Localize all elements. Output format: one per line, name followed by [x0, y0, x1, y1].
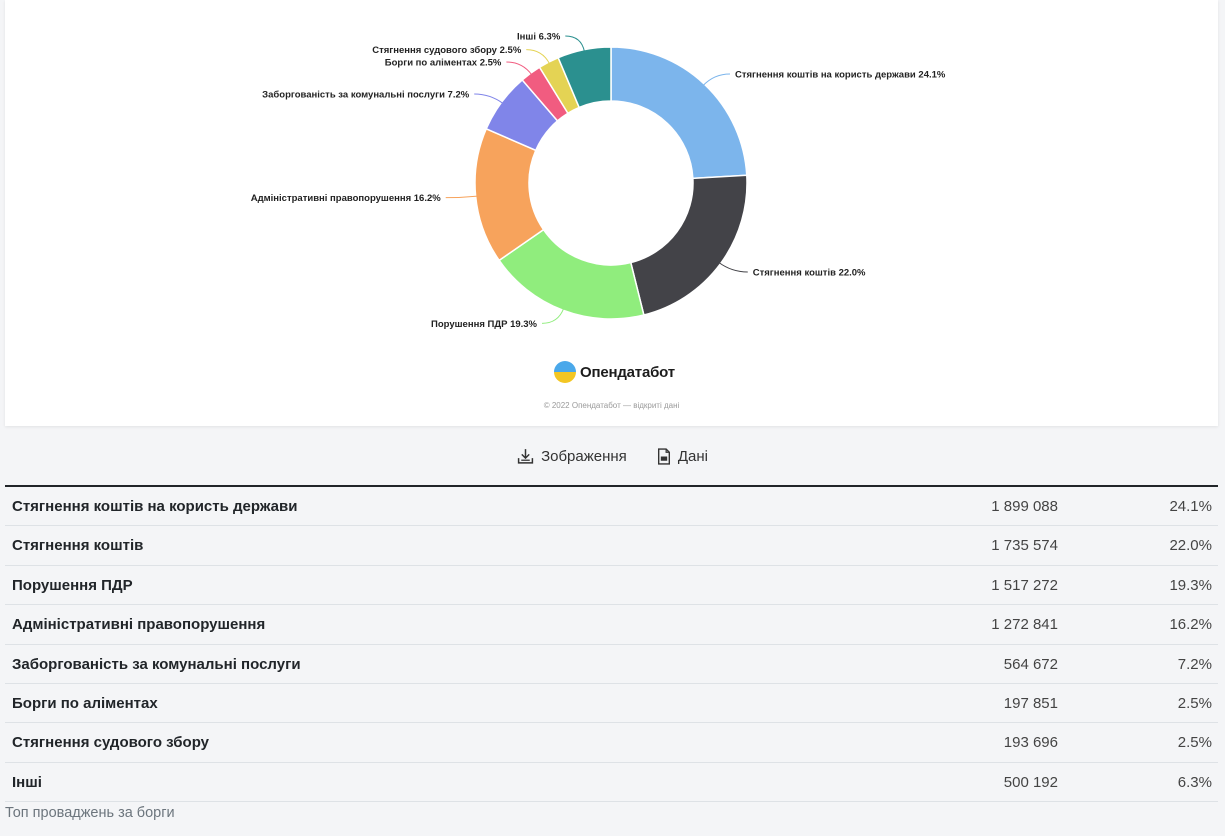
brand-name: Опендатабот: [580, 363, 675, 381]
table-row: Інші 500 192 6.3%: [5, 763, 1218, 803]
row-name: Стягнення судового збору: [12, 734, 209, 752]
download-data-button[interactable]: Дані: [657, 448, 708, 465]
slice-label: Борги по аліментах 2.5%: [385, 57, 502, 68]
data-table: Стягнення коштів на користь держави 1 89…: [5, 485, 1218, 803]
table-row: Стягнення коштів 1 735 574 22.0%: [5, 526, 1218, 566]
row-name: Стягнення коштів на користь держави: [12, 498, 298, 515]
table-row: Стягнення коштів на користь держави 1 89…: [5, 487, 1218, 527]
row-name: Стягнення коштів: [12, 537, 144, 555]
download-data-label: Дані: [677, 447, 708, 465]
donut-slice[interactable]: [610, 46, 748, 180]
download-image-label: Зображення: [541, 447, 627, 465]
table-row: Порушення ПДР 1 517 272 19.3%: [5, 566, 1218, 606]
row-percent: 24.1%: [1169, 498, 1212, 515]
table-row: Адміністративні правопорушення 1 272 841…: [5, 605, 1218, 645]
row-percent: 6.3%: [1177, 773, 1212, 791]
slice-connector: [506, 61, 533, 76]
slice-label: Стягнення судового збору 2.5%: [372, 45, 522, 56]
row-name: Борги по аліментах: [12, 694, 158, 712]
opendatabot-logo-icon: [554, 361, 576, 383]
row-count: 193 696: [1003, 734, 1058, 752]
table-row: Борги по аліментах 197 851 2.5%: [5, 684, 1218, 724]
row-name: Порушення ПДР: [12, 576, 133, 594]
csv-file-icon: [657, 447, 670, 465]
slice-connector: [565, 35, 585, 52]
slice-label: Стягнення коштів 22.0%: [753, 267, 866, 278]
donut-slice[interactable]: [557, 46, 612, 109]
download-icon: [517, 448, 534, 464]
row-percent: 19.3%: [1169, 576, 1212, 594]
table-caption: Топ проваджень за борги: [5, 805, 175, 821]
slice-connector: [445, 195, 478, 199]
row-count: 197 851: [1003, 694, 1058, 712]
row-name: Інші: [12, 773, 42, 791]
table-row: Стягнення судового збору 193 696 2.5%: [5, 723, 1218, 763]
slice-connector: [718, 262, 748, 273]
row-percent: 2.5%: [1177, 694, 1212, 712]
row-count: 1 899 088: [991, 498, 1058, 515]
slice-label: Інші 6.3%: [517, 31, 561, 42]
row-percent: 16.2%: [1169, 616, 1212, 634]
slice-connector: [526, 49, 551, 65]
brand: Опендатабот: [554, 358, 675, 386]
slice-connector: [702, 73, 731, 86]
donut-slice[interactable]: [629, 174, 748, 316]
slice-label: Адміністративні правопорушення 16.2%: [251, 193, 442, 204]
row-percent: 2.5%: [1177, 734, 1212, 752]
chart-credits: © 2022 Опендатабот — відкриті дані: [543, 401, 680, 410]
download-image-button[interactable]: Зображення: [517, 448, 627, 465]
row-count: 1 517 272: [991, 576, 1058, 594]
export-actions: Зображення Дані: [0, 443, 1225, 469]
slice-label: Порушення ПДР 19.3%: [431, 319, 538, 330]
slice-connector: [474, 93, 504, 104]
row-percent: 22.0%: [1169, 537, 1212, 555]
row-name: Адміністративні правопорушення: [12, 616, 266, 634]
row-count: 564 672: [1003, 655, 1058, 673]
row-count: 1 735 574: [991, 537, 1058, 555]
slice-label: Стягнення коштів на користь держави 24.1…: [735, 69, 946, 80]
chart-card: Стягнення коштів на користь держави 24.1…: [5, 0, 1218, 426]
donut-chart: Стягнення коштів на користь держави 24.1…: [251, 31, 946, 330]
row-percent: 7.2%: [1177, 655, 1212, 673]
slice-label: Заборгованість за комунальні послуги 7.2…: [262, 90, 470, 101]
slice-connector: [542, 308, 565, 324]
row-count: 1 272 841: [991, 616, 1058, 634]
row-count: 500 192: [1003, 773, 1058, 791]
table-row: Заборгованість за комунальні послуги 564…: [5, 645, 1218, 684]
row-name: Заборгованість за комунальні послуги: [12, 655, 301, 673]
